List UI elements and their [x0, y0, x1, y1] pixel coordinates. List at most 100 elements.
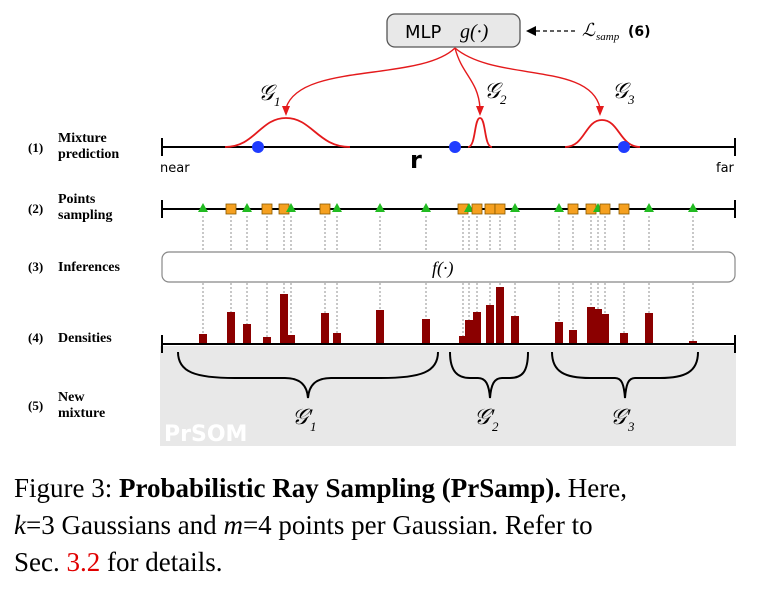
density-bar-21	[620, 333, 628, 344]
mlp-to-gaussian-arrows	[285, 47, 601, 109]
gaussian-2-sub: 2	[500, 92, 507, 107]
sample-square-17	[567, 203, 579, 215]
mlp-box	[386, 13, 521, 48]
sample-square-1	[225, 203, 237, 215]
caption-t2: =3 Gaussians and	[25, 510, 224, 540]
row3-num: (3)	[28, 259, 43, 274]
density-bar-23	[689, 341, 697, 344]
ray-far: far	[716, 161, 735, 176]
row1-num: (1)	[28, 140, 43, 155]
gaussian-2-label: 𝒢	[484, 78, 503, 103]
new-gaussian-2-sub: 2	[492, 419, 499, 434]
sample-markers	[198, 203, 698, 215]
caption-t1: Here,	[561, 473, 628, 503]
density-bar-11	[465, 320, 473, 344]
sample-triangle-22	[644, 203, 654, 212]
gaussian-curves	[224, 117, 641, 148]
sample-triangle-0	[198, 203, 208, 212]
loss-symbol: ℒ	[582, 20, 596, 40]
caption-fig: Figure 3:	[14, 473, 113, 503]
density-bar-0	[199, 334, 207, 344]
density-bar-15	[511, 316, 519, 344]
loss-eq: (6)	[628, 24, 651, 40]
inference-box	[161, 251, 736, 283]
gaussian-3-label: 𝒢	[612, 78, 631, 103]
density-bar-14	[496, 287, 504, 344]
sample-square-20	[599, 203, 611, 215]
mlp-func: g(·)	[460, 21, 489, 43]
density-bar-18	[587, 307, 595, 344]
mean-dot-3	[618, 141, 630, 153]
braces	[177, 351, 699, 399]
sample-square-14	[494, 203, 506, 215]
sample-square-18	[585, 203, 597, 215]
new-gaussian-3-sub: 3	[627, 419, 635, 434]
density-bar-2	[243, 324, 251, 344]
loss-subscript: samp	[596, 31, 620, 43]
sample-square-3	[261, 203, 273, 215]
brace-2	[449, 351, 529, 399]
arrowheads	[282, 106, 604, 116]
density-bar-8	[376, 310, 384, 344]
prsamp-diagram: PrSOM MLP g(·) ℒ samp (6) 𝒢 1 𝒢 2 𝒢 3 ne…	[28, 13, 736, 447]
density-bar-4	[280, 294, 288, 344]
density-bar-16	[555, 322, 563, 344]
sample-triangle-7	[332, 203, 342, 212]
row5-line2: mixture	[58, 406, 105, 421]
caption-k: k	[14, 510, 26, 540]
watermark: PrSOM	[164, 422, 247, 447]
density-bar-12	[473, 312, 481, 344]
caption-t4: Sec.	[14, 547, 67, 577]
new-gaussian-3-label: 𝒢′	[610, 404, 632, 429]
inference-func: f(·)	[432, 258, 454, 279]
caption-m: m	[223, 510, 243, 540]
density-bar-19	[594, 309, 602, 344]
sample-square-21	[618, 203, 630, 215]
density-bar-20	[601, 314, 609, 344]
row5-num: (5)	[28, 398, 43, 413]
dashed-connectors	[202, 216, 694, 341]
gaussian-1-sub: 1	[274, 94, 281, 109]
density-bar-3	[263, 337, 271, 344]
loss-arrowhead	[526, 26, 536, 36]
density-bar-17	[569, 330, 577, 344]
sample-triangle-23	[688, 203, 698, 212]
sample-triangle-8	[375, 203, 385, 212]
sample-square-6	[319, 203, 331, 215]
mean-dot-2	[449, 141, 461, 153]
brace-1	[177, 351, 439, 399]
gaussian-1-label: 𝒢	[258, 80, 277, 105]
row3-line1: Inferences	[58, 260, 120, 275]
mean-dot-1	[252, 141, 264, 153]
mlp-label: MLP	[405, 22, 442, 43]
row2-line1: Points	[58, 192, 96, 207]
row-labels: (1) Mixture prediction (2) Points sampli…	[28, 131, 120, 421]
sample-triangle-11	[464, 203, 474, 212]
density-bars	[199, 287, 697, 344]
row5-line1: New	[58, 390, 85, 405]
density-bar-10	[459, 336, 467, 344]
figure-caption: Figure 3: Probabilistic Ray Sampling (Pr…	[14, 470, 756, 581]
brace-3	[551, 351, 699, 399]
new-mixture-panel	[160, 346, 736, 446]
new-gaussian-2-label: 𝒢′	[474, 404, 496, 429]
row1-line2: prediction	[58, 147, 119, 162]
density-bar-22	[645, 313, 653, 344]
row4-line1: Densities	[58, 331, 112, 346]
caption-t5: for details.	[100, 547, 223, 577]
sample-triangle-15	[510, 203, 520, 212]
row2-line2: sampling	[58, 208, 112, 223]
row1-line1: Mixture	[58, 131, 107, 146]
caption-bold: Probabilistic Ray Sampling (PrSamp).	[119, 473, 562, 503]
caption-ref[interactable]: 3.2	[66, 547, 101, 577]
caption-t3: =4 points per Gaussian. Refer to	[242, 510, 593, 540]
density-bar-13	[486, 305, 494, 344]
density-bar-9	[422, 319, 430, 344]
sample-triangle-5	[286, 203, 296, 212]
new-gaussian-1-sub: 1	[310, 419, 317, 434]
sample-triangle-9	[421, 203, 431, 212]
new-gaussian-1-label: 𝒢′	[292, 404, 314, 429]
row4-num: (4)	[28, 330, 43, 345]
sample-square-12	[471, 203, 483, 215]
